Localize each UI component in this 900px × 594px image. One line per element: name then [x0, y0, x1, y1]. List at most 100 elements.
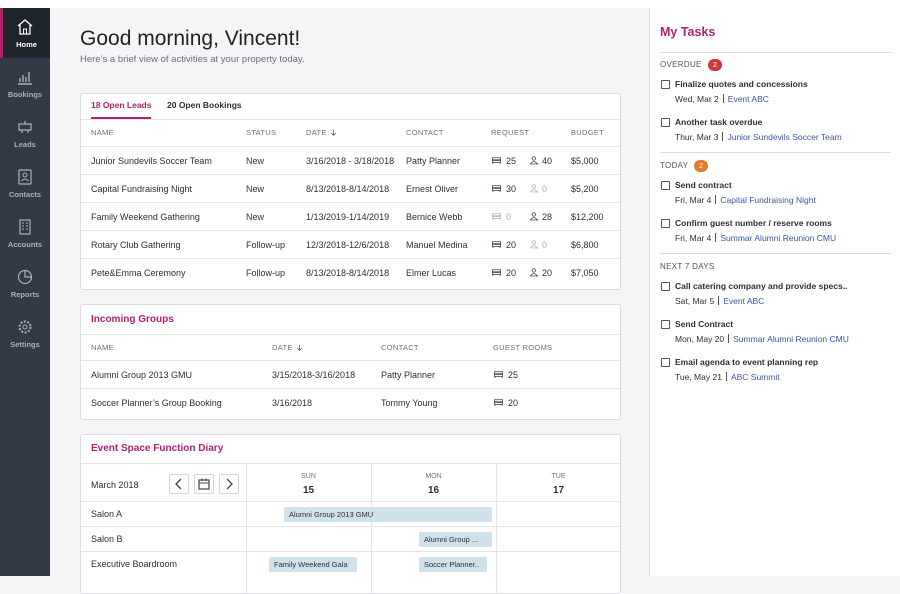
lead-row[interactable]: Pete&Emma Ceremony Follow-up 8/13/2018-8/1… — [81, 258, 620, 286]
count-badge: 2 — [708, 59, 722, 71]
bed-icon-part — [492, 160, 501, 163]
cell-name: Junior Sundevils Soccer Team — [91, 156, 212, 166]
tab[interactable]: 18 Open Leads — [91, 100, 152, 119]
bed-icon-part — [492, 241, 501, 245]
leads-icon — [18, 121, 32, 133]
bed-icon — [492, 213, 501, 220]
greeting: Good morning, Vincent! — [80, 27, 301, 50]
task-title[interactable]: Send contract — [675, 180, 732, 190]
column-header: DATE — [306, 128, 327, 137]
rooms: 20 — [506, 268, 517, 278]
sort-icon[interactable] — [295, 343, 304, 352]
contacts-icon-part — [18, 169, 32, 185]
weekday: MON — [425, 473, 442, 480]
task-title[interactable]: Call catering company and provide specs.… — [675, 281, 848, 291]
task-event[interactable]: Event ABC — [723, 296, 765, 306]
card-title: Event Space Function Diary — [91, 443, 224, 454]
column-header: CONTACT — [406, 128, 444, 137]
contacts-icon-part — [21, 178, 29, 182]
bed-icon — [492, 157, 501, 164]
room-row: Salon B Alumni Group ... — [81, 526, 620, 551]
group-row[interactable]: Alumni Group 2013 GMU 3/15/2018-3/16/2018… — [81, 360, 620, 388]
left-icon-part — [175, 478, 182, 490]
guest-icon-part — [529, 245, 538, 249]
separator — [715, 233, 717, 242]
task-panel: My Tasks OVERDUE 2 Finalize quotes and conc… — [649, 8, 900, 576]
checkbox[interactable] — [661, 118, 670, 127]
cal-icon[interactable] — [196, 476, 212, 492]
checkbox[interactable] — [661, 181, 670, 190]
bed-icon-part — [494, 404, 503, 406]
lead-row[interactable]: Capital Fundraising Night New 8/13/2018-8/… — [81, 174, 620, 202]
task-date: Fri, Mar 4 — [675, 195, 712, 205]
nav-item[interactable]: Reports — [0, 258, 50, 308]
guests: 28 — [542, 212, 553, 222]
nav-item[interactable]: Contacts — [0, 158, 50, 208]
nav-item[interactable]: Leads — [0, 108, 50, 158]
checkbox[interactable] — [661, 358, 670, 367]
right-icon[interactable] — [221, 476, 237, 492]
event-bar[interactable]: Family Weekend Gala — [269, 557, 357, 572]
lead-row[interactable]: Family Weekend Gathering New 1/13/2019-1/1… — [81, 202, 620, 230]
sort-icon-part — [296, 344, 303, 351]
sort-icon[interactable] — [329, 128, 338, 137]
weekday: TUE — [551, 473, 566, 480]
guests: 40 — [542, 156, 553, 166]
nav-item[interactable]: Bookings — [0, 58, 50, 108]
diary-card: Event Space Function Diary March 2018 SUN 1… — [80, 434, 621, 594]
settings-icon-part — [22, 324, 28, 330]
divider — [81, 463, 620, 464]
nav-item[interactable]: Settings — [0, 308, 50, 358]
room-row: Salon A Alumni Group 2013 GMU — [81, 501, 620, 526]
column-header: BUDGET — [571, 128, 605, 137]
guest-icon-part — [531, 184, 536, 189]
cal-icon-part — [198, 479, 210, 490]
guest-icon-part — [529, 273, 538, 277]
event-bar[interactable]: Soccer Planner.. — [419, 557, 487, 572]
task-title[interactable]: Finalize quotes and concessions — [675, 79, 808, 89]
nav-button[interactable] — [169, 474, 189, 494]
cell-date: 1/13/2019-1/14/2019 — [306, 212, 390, 222]
nav-label: Leads — [14, 140, 36, 149]
rooms: 0 — [506, 212, 512, 222]
left-icon[interactable] — [171, 476, 187, 492]
event-bar[interactable]: Alumni Group 2013 GMU — [284, 507, 492, 522]
task-title[interactable]: Another task overdue — [675, 117, 763, 127]
count-badge: 2 — [694, 160, 708, 172]
cell-date: 3/16/2018 - 3/18/2018 — [306, 156, 395, 166]
task-event[interactable]: Summar Alumni Reunion CMU — [720, 233, 837, 243]
nav-button[interactable] — [194, 474, 214, 494]
nav-label: Accounts — [7, 240, 43, 249]
column-header: REQUEST — [491, 128, 530, 137]
task-event[interactable]: Event ABC — [727, 94, 769, 104]
checkbox[interactable] — [661, 282, 670, 291]
bed-icon-part — [494, 376, 503, 378]
task-event[interactable]: ABC Summit — [730, 372, 780, 382]
task-title[interactable]: Email agenda to event planning rep — [675, 357, 819, 367]
checkbox[interactable] — [661, 219, 670, 228]
checkbox[interactable] — [661, 80, 670, 89]
task-event[interactable]: Junior Sundevils Soccer Team — [727, 132, 842, 142]
checkbox[interactable] — [661, 320, 670, 329]
task-title[interactable]: Send Contract — [675, 319, 734, 329]
nav-item[interactable]: Accounts — [0, 208, 50, 258]
bed-icon — [492, 185, 501, 192]
lead-row[interactable]: Rotary Club Gathering Follow-up 12/3/2018-… — [81, 230, 620, 258]
task-event[interactable]: Summar Alumni Reunion CMU — [733, 334, 849, 344]
nav-button[interactable] — [219, 474, 239, 494]
guest-icon — [529, 184, 539, 193]
task-date: Thur, Mar 3 — [675, 132, 719, 142]
event-bar[interactable]: Alumni Group ... — [419, 532, 492, 547]
nav-label: Reports — [10, 290, 40, 299]
column-header: STATUS — [246, 128, 277, 137]
task-event[interactable]: Capital Fundraising Night — [720, 195, 816, 205]
group-row[interactable]: Soccer Planner’s Group Booking 3/16/2018 T… — [81, 388, 620, 416]
lead-row[interactable]: Junior Sundevils Soccer Team New 3/16/2018… — [81, 146, 620, 174]
tab[interactable]: 20 Open Bookings — [167, 100, 242, 110]
accounts-icon-part — [19, 219, 31, 235]
cell-name: Rotary Club Gathering — [91, 240, 181, 250]
task-title[interactable]: Confirm guest number / reserve rooms — [675, 218, 832, 228]
nav-item[interactable]: Home — [0, 8, 50, 58]
guest-icon — [529, 156, 539, 165]
day: 15 — [302, 485, 315, 496]
